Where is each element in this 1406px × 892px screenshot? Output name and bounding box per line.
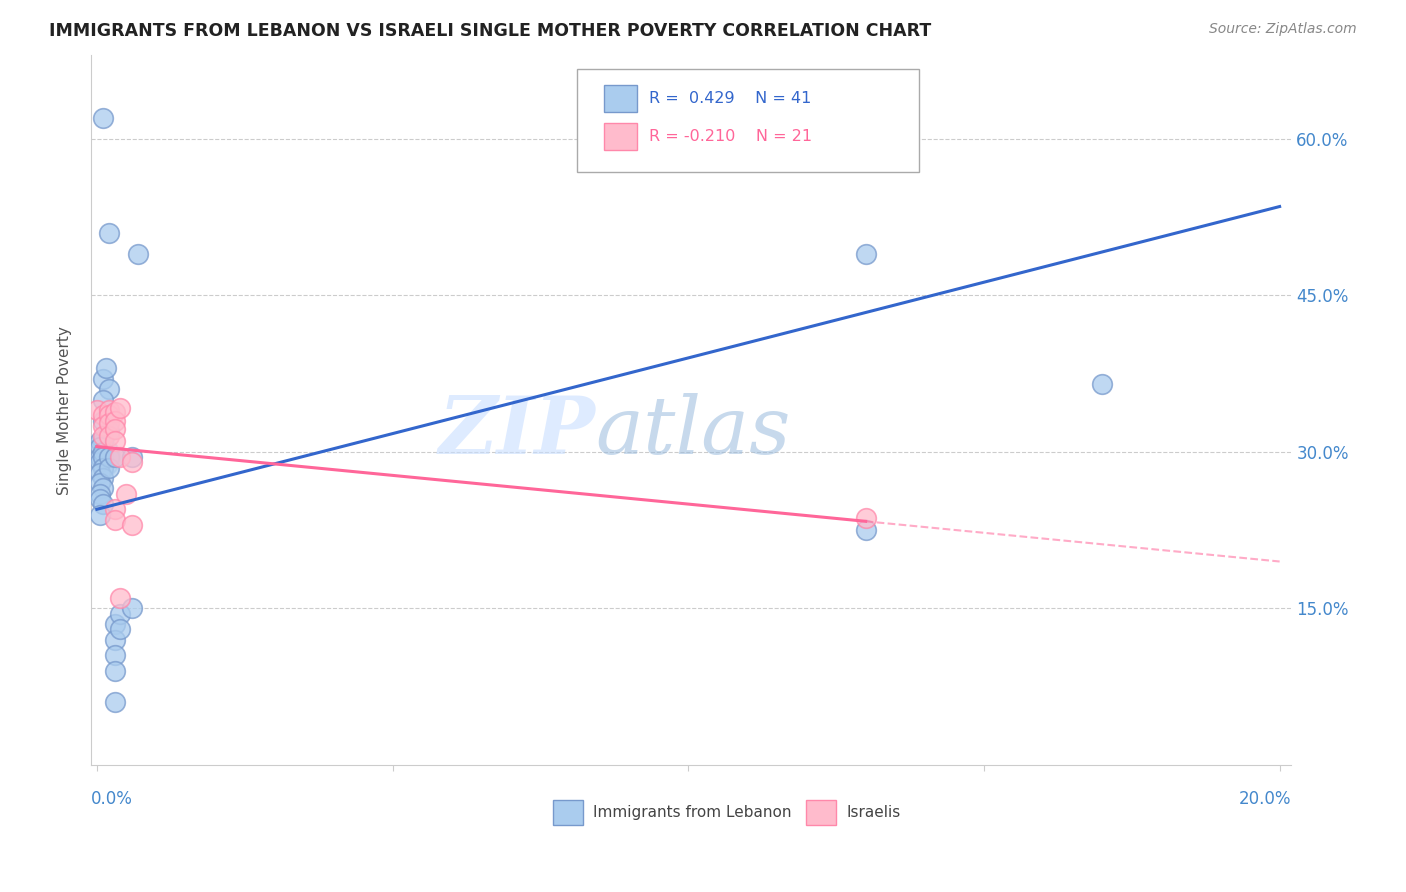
Point	[97, 382, 120, 396]
Point	[103, 632, 125, 647]
Point	[121, 450, 143, 464]
Point	[91, 471, 114, 485]
Text: Israelis: Israelis	[846, 805, 900, 820]
Text: 0.0%: 0.0%	[91, 790, 132, 808]
Point	[91, 445, 114, 459]
Point	[103, 617, 125, 632]
Text: IMMIGRANTS FROM LEBANON VS ISRAELI SINGLE MOTHER POVERTY CORRELATION CHART: IMMIGRANTS FROM LEBANON VS ISRAELI SINGL…	[49, 22, 931, 40]
Point	[89, 476, 111, 491]
Point	[103, 502, 125, 516]
Point	[855, 510, 877, 524]
Point	[121, 518, 143, 533]
Point	[89, 508, 111, 522]
Point	[91, 460, 114, 475]
Text: R = -0.210    N = 21: R = -0.210 N = 21	[650, 128, 813, 144]
Point	[1091, 377, 1114, 392]
Point	[110, 591, 132, 605]
Point	[110, 450, 132, 464]
Point	[97, 403, 120, 417]
Point	[103, 664, 125, 678]
Point	[89, 440, 111, 454]
Point	[91, 497, 114, 511]
Point	[110, 401, 132, 415]
Point	[97, 460, 120, 475]
Point	[103, 434, 125, 449]
Point	[89, 455, 111, 469]
Point	[91, 392, 114, 407]
Point	[855, 246, 877, 260]
Bar	[603, 122, 637, 150]
Point	[97, 416, 120, 430]
Point	[89, 450, 111, 464]
Point	[91, 413, 114, 427]
Bar	[553, 800, 583, 825]
Point	[97, 226, 120, 240]
Y-axis label: Single Mother Poverty: Single Mother Poverty	[58, 326, 72, 494]
Text: R =  0.429    N = 41: R = 0.429 N = 41	[650, 91, 811, 106]
FancyBboxPatch shape	[576, 70, 920, 172]
Point	[91, 482, 114, 496]
Point	[86, 403, 108, 417]
Point	[121, 601, 143, 615]
Bar	[807, 800, 837, 825]
Point	[97, 450, 120, 464]
Point	[89, 491, 111, 506]
Point	[91, 434, 114, 449]
Point	[97, 424, 120, 438]
Point	[103, 696, 125, 710]
Point	[110, 623, 132, 637]
Point	[97, 429, 120, 443]
Point	[91, 429, 114, 443]
Point	[127, 246, 149, 260]
Point	[97, 409, 120, 423]
Text: atlas: atlas	[595, 392, 790, 470]
Point	[91, 450, 114, 464]
Point	[121, 455, 143, 469]
Text: Immigrants from Lebanon: Immigrants from Lebanon	[593, 805, 792, 820]
Point	[89, 486, 111, 500]
Point	[103, 422, 125, 436]
Point	[855, 523, 877, 537]
Point	[103, 405, 125, 419]
Point	[103, 513, 125, 527]
Point	[110, 607, 132, 621]
Bar	[603, 85, 637, 112]
Point	[103, 413, 125, 427]
Point	[91, 409, 114, 423]
Point	[89, 450, 111, 464]
Point	[94, 361, 117, 376]
Point	[89, 466, 111, 480]
Text: Source: ZipAtlas.com: Source: ZipAtlas.com	[1209, 22, 1357, 37]
Point	[103, 450, 125, 464]
Point	[91, 372, 114, 386]
Point	[115, 486, 138, 500]
Point	[89, 434, 111, 449]
Text: 20.0%: 20.0%	[1239, 790, 1292, 808]
Point	[103, 648, 125, 663]
Text: ZIP: ZIP	[439, 392, 595, 470]
Point	[91, 111, 114, 125]
Point	[91, 418, 114, 433]
